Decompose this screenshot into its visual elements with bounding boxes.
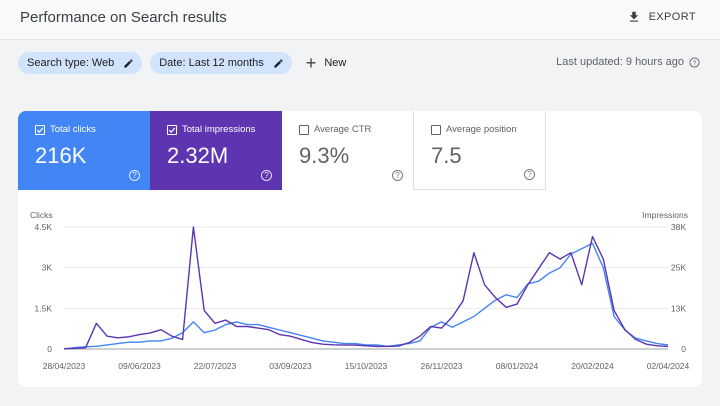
chip-label: Search type: Web: [27, 57, 115, 69]
metric-label: Total clicks: [50, 124, 96, 135]
plus-icon: +: [305, 53, 317, 73]
new-label: New: [324, 57, 347, 69]
filter-bar: Search type: Web Date: Last 12 months + …: [18, 52, 346, 74]
metric-tile-impressions[interactable]: Total impressions 2.32M ?: [150, 111, 282, 190]
last-updated: Last updated: 9 hours ago ?: [556, 56, 700, 68]
last-updated-text: Last updated: 9 hours ago: [556, 56, 684, 68]
y-tick-label-right: 25K: [671, 263, 686, 273]
metric-value: 216K: [35, 143, 87, 168]
left-axis-label: Clicks: [30, 210, 53, 220]
svg-text:?: ?: [693, 59, 697, 66]
y-tick-label-left: 4.5K: [35, 222, 53, 232]
x-tick-label: 28/04/2023: [43, 361, 86, 371]
metric-value: 9.3%: [299, 143, 350, 168]
new-filter-button[interactable]: + New: [305, 53, 347, 73]
checkbox-checked-icon[interactable]: [167, 124, 177, 135]
metric-label: Total impressions: [182, 124, 256, 135]
help-icon[interactable]: ?: [392, 170, 403, 181]
x-tick-label: 08/01/2024: [496, 361, 539, 371]
edit-icon: [274, 58, 283, 68]
export-label: EXPORT: [648, 11, 696, 23]
help-icon[interactable]: ?: [129, 170, 140, 181]
x-tick-label: 03/09/2023: [269, 361, 312, 371]
help-icon[interactable]: ?: [524, 169, 535, 180]
x-axis-ticks: 28/04/2023 09/06/2023 22/07/2023 03/09/2023…: [43, 361, 690, 371]
checkbox-unchecked-icon[interactable]: [299, 124, 309, 135]
checkbox-unchecked-icon[interactable]: [431, 124, 441, 135]
page-title: Performance on Search results: [20, 9, 227, 26]
x-tick-label: 20/02/2024: [571, 361, 614, 371]
metric-value: 2.32M: [167, 143, 229, 168]
performance-chart[interactable]: Clicks Impressions 4.5K 38K 3K 25K 1.5K 13K 0 0…: [18, 201, 702, 381]
x-tick-label: 15/10/2023: [345, 361, 388, 371]
series-line-clicks: [63, 242, 669, 350]
series-lines: [63, 226, 669, 350]
metric-label: Average CTR: [314, 124, 372, 135]
date-chip[interactable]: Date: Last 12 months: [150, 52, 292, 74]
metric-label: Average position: [446, 124, 517, 135]
chart-gridlines: [64, 226, 668, 350]
y-tick-label-right: 0: [681, 344, 686, 354]
y-axis-ticks: 4.5K 38K 3K 25K 1.5K 13K 0 0: [35, 222, 687, 354]
x-tick-label: 09/06/2023: [118, 361, 161, 371]
x-tick-label: 26/11/2023: [421, 361, 463, 371]
download-icon: [629, 11, 638, 22]
y-tick-label-right: 13K: [671, 303, 686, 313]
performance-card: Total clicks 216K ? Total impressions 2.…: [18, 111, 702, 387]
y-tick-label-left: 3K: [42, 263, 53, 273]
export-button[interactable]: EXPORT: [627, 10, 696, 24]
chip-label: Date: Last 12 months: [159, 57, 264, 69]
metric-tile-ctr[interactable]: Average CTR 9.3% ?: [282, 111, 414, 190]
right-axis-label: Impressions: [642, 210, 688, 220]
series-line-impressions: [63, 226, 669, 350]
metric-tile-clicks[interactable]: Total clicks 216K ?: [18, 111, 150, 190]
x-tick-label: 22/07/2023: [194, 361, 237, 371]
checkbox-checked-icon[interactable]: [35, 124, 45, 135]
y-tick-label-left: 0: [47, 344, 52, 354]
metric-value: 7.5: [431, 143, 462, 168]
edit-icon: [124, 58, 133, 68]
x-tick-label: 02/04/2024: [647, 361, 690, 371]
page-header: Performance on Search results EXPORT: [0, 0, 720, 40]
help-icon[interactable]: ?: [689, 56, 700, 68]
search-type-chip[interactable]: Search type: Web: [18, 52, 143, 74]
help-icon[interactable]: ?: [261, 170, 272, 181]
y-tick-label-right: 38K: [671, 222, 686, 232]
metric-tile-position[interactable]: Average position 7.5 ?: [414, 111, 546, 190]
y-tick-label-left: 1.5K: [35, 303, 53, 313]
